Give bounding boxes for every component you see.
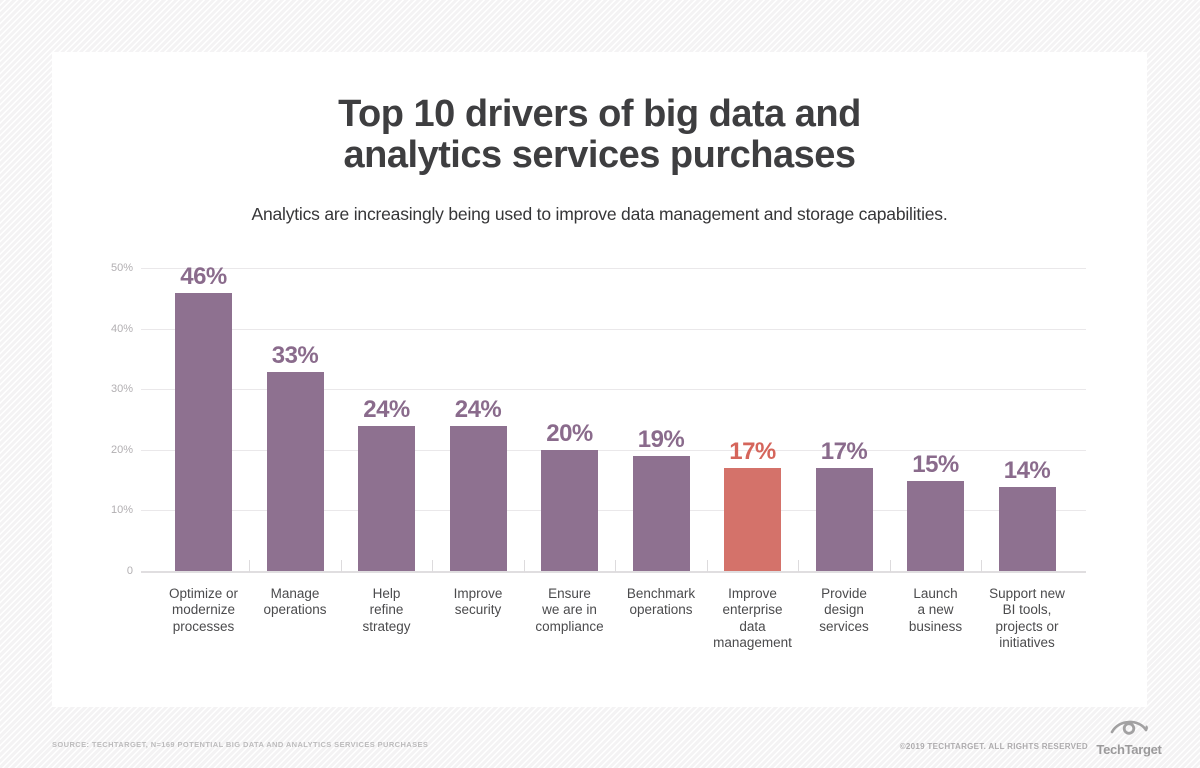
axis-tick xyxy=(981,559,983,572)
eye-icon xyxy=(1109,714,1149,741)
axis-tick xyxy=(615,559,617,572)
bar xyxy=(449,426,507,572)
source-note: SOURCE: TECHTARGET, N=169 POTENTIAL BIG … xyxy=(52,740,429,749)
bar xyxy=(632,456,690,572)
y-axis-tick-label: 20% xyxy=(110,443,133,456)
x-axis-category-label: Ensure we are in compliance xyxy=(535,585,604,634)
bar xyxy=(998,486,1056,572)
bar-value-label: 46% xyxy=(180,262,227,290)
bar-value-label: 24% xyxy=(363,396,410,424)
bar xyxy=(724,468,781,572)
axis-tick xyxy=(523,559,525,572)
logo-wordmark: TechTarget xyxy=(1096,742,1162,757)
bar xyxy=(266,371,324,572)
y-axis-tick-label: 30% xyxy=(110,383,133,396)
x-axis-category-label: Launch a new business xyxy=(908,585,963,634)
axis-tick xyxy=(798,559,800,572)
bar xyxy=(358,426,415,572)
gridline xyxy=(141,268,1086,269)
bar-value-label: 17% xyxy=(729,438,776,466)
x-axis-category-label: Provide design services xyxy=(819,585,869,634)
chart-title: Top 10 drivers of big data and analytics… xyxy=(338,93,861,176)
x-axis-category-label: Optimize or modernize processes xyxy=(168,585,239,634)
x-axis-category-label: Benchmark operations xyxy=(626,585,696,618)
x-axis-category-label: Support new BI tools, projects or initia… xyxy=(989,585,1065,651)
bar-value-label: 33% xyxy=(271,341,319,369)
bar xyxy=(815,468,873,572)
x-axis-category-label: Manage operations xyxy=(263,585,327,618)
bar xyxy=(907,480,964,572)
bar-value-label: 19% xyxy=(637,426,685,454)
gridline xyxy=(141,449,1086,451)
x-axis-category-label: Improve security xyxy=(453,585,503,618)
gridline xyxy=(141,328,1086,330)
infographic-card: Top 10 drivers of big data and analytics… xyxy=(52,52,1147,707)
y-axis-tick-label: 10% xyxy=(110,504,133,517)
bar-chart: 0 10% 20% 30% 40% 50% 46% Optimize or modernize… xyxy=(52,52,1147,707)
y-axis-tick-label: 0 xyxy=(126,565,133,577)
axis-tick xyxy=(432,559,434,572)
copyright-note: ©2019 TECHTARGET. ALL RIGHTS RESERVED xyxy=(899,742,1088,751)
axis-tick xyxy=(340,559,342,572)
gridline xyxy=(141,389,1086,391)
y-axis-tick-label: 50% xyxy=(110,262,133,274)
bar-value-label: 15% xyxy=(912,450,959,478)
axis-tick xyxy=(706,559,708,572)
gridline xyxy=(141,510,1086,512)
techtarget-logo: TechTarget xyxy=(1096,714,1162,757)
y-axis-tick-label: 40% xyxy=(110,322,133,335)
x-axis-category-label: Improve enterprise data management xyxy=(713,585,792,651)
gridline xyxy=(141,570,1086,573)
bar-value-label: 17% xyxy=(820,438,868,466)
bar xyxy=(541,450,598,572)
bar xyxy=(175,292,232,572)
bar-value-label: 14% xyxy=(1003,456,1051,484)
chart-subtitle: Analytics are increasingly being used to… xyxy=(251,204,948,224)
bar-value-label: 20% xyxy=(546,420,593,448)
axis-tick xyxy=(889,559,891,572)
bar-value-label: 24% xyxy=(454,396,502,424)
x-axis-category-label: Help refine strategy xyxy=(362,585,411,634)
axis-tick xyxy=(249,559,251,572)
